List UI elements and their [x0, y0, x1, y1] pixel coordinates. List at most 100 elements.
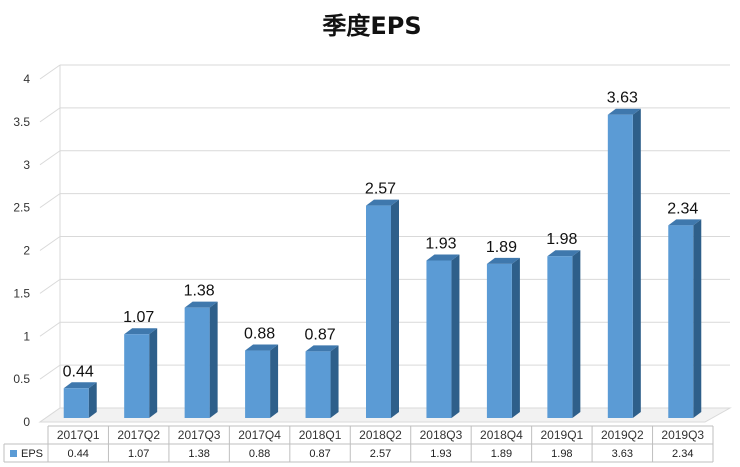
- bar: [366, 199, 399, 418]
- bar-top: [547, 250, 581, 257]
- data-label: 1.07: [123, 309, 154, 326]
- bar-side: [270, 344, 279, 418]
- gridline-left-1: [39, 364, 61, 380]
- data-labels: 0.44 1.07 1.38 0.88 0.87 2.57 1.93 1.89 1.98 3.63…: [63, 90, 699, 381]
- table-value: 1.93: [430, 448, 451, 460]
- bar-top: [305, 345, 339, 352]
- bar-side: [330, 345, 339, 418]
- bar: [668, 219, 702, 418]
- y-tick-label: 2.5: [13, 201, 30, 215]
- bar-front: [607, 114, 633, 418]
- y-tick-label: 3: [23, 158, 30, 172]
- data-label: 3.63: [607, 90, 638, 107]
- bar: [63, 382, 97, 418]
- x-tick-label: 2017Q4: [238, 428, 281, 442]
- y-tick-label: 3.5: [13, 115, 30, 129]
- bar-top: [124, 328, 158, 335]
- bar: [245, 344, 279, 418]
- bar-top: [366, 199, 399, 206]
- chart-title: 季度EPS: [322, 12, 421, 40]
- gridline-left-3: [39, 278, 61, 294]
- gridline-left-5: [39, 193, 61, 209]
- bar-front: [63, 388, 89, 418]
- x-tick-label: 2018Q2: [359, 428, 402, 442]
- gridline-left-4: [39, 236, 61, 251]
- data-table: 2017Q1 0.44 2017Q2 1.07 2017Q3 1.38 2017Q4 0.88…: [3, 425, 714, 463]
- y-tick-label: 4: [23, 72, 30, 86]
- x-tick-label: 2018Q1: [299, 428, 342, 442]
- y-tick-label: 0.5: [13, 372, 30, 386]
- bar-front: [184, 307, 210, 418]
- bar-side: [209, 301, 218, 418]
- bar-side: [511, 257, 520, 418]
- y-tick-label: 1.5: [13, 286, 30, 300]
- y-tick-label: 2: [23, 244, 30, 258]
- bar: [184, 301, 218, 418]
- bar-side: [391, 199, 399, 418]
- bar-side: [451, 254, 460, 418]
- table-value: 1.89: [491, 448, 512, 460]
- data-label: 2.34: [667, 200, 698, 217]
- data-label: 0.44: [63, 363, 94, 380]
- bar-front: [486, 263, 512, 418]
- bar-front: [547, 256, 573, 418]
- table-value: 0.88: [249, 448, 270, 460]
- bar: [547, 250, 581, 418]
- gridline-left-7: [39, 107, 61, 123]
- bar-top: [668, 219, 702, 226]
- bars: [63, 108, 702, 418]
- x-tick-label: 2018Q4: [480, 428, 523, 442]
- bar: [124, 328, 158, 418]
- x-tick-label: 2017Q2: [117, 428, 160, 442]
- bar-side: [149, 328, 158, 418]
- table-value: 1.38: [188, 448, 209, 460]
- table-value: 2.34: [672, 448, 693, 460]
- bar: [607, 108, 641, 418]
- bar-front: [305, 351, 331, 418]
- x-tick-label: 2019Q2: [601, 428, 644, 442]
- data-label: 0.88: [244, 326, 275, 343]
- table-value: 0.44: [68, 448, 89, 460]
- bar-side: [572, 250, 581, 418]
- gridline-left-8: [39, 64, 61, 80]
- data-label: 0.87: [304, 326, 335, 343]
- bar-top: [486, 257, 520, 264]
- table-value: 1.98: [551, 448, 572, 460]
- bar-side: [632, 108, 641, 418]
- bar: [426, 254, 460, 418]
- data-label: 1.89: [486, 239, 517, 256]
- bar-front: [124, 334, 150, 418]
- bar-front: [366, 205, 391, 418]
- legend-swatch: [10, 450, 17, 457]
- legend-series-name: EPS: [21, 448, 43, 460]
- y-tick-label: 0: [23, 415, 30, 429]
- bar-front: [668, 225, 694, 418]
- gridline-left-6: [39, 150, 61, 166]
- bar-front: [426, 260, 452, 418]
- x-tick-label: 2017Q1: [57, 428, 100, 442]
- x-tick-label: 2018Q3: [420, 428, 463, 442]
- bar-top: [426, 254, 460, 261]
- x-tick-label: 2019Q3: [661, 428, 704, 442]
- bar-side: [88, 382, 97, 418]
- data-label: 2.57: [365, 181, 396, 198]
- y-tick-label: 1: [23, 329, 30, 343]
- table-value: 3.63: [612, 448, 633, 460]
- bar-top: [63, 382, 97, 389]
- data-label: 1.98: [546, 231, 577, 248]
- bar-top: [245, 344, 279, 351]
- bar-top: [184, 301, 218, 308]
- x-tick-label: 2017Q3: [178, 428, 221, 442]
- x-tick-label: 2019Q1: [541, 428, 584, 442]
- gridline-left-2: [39, 321, 61, 337]
- bar: [486, 257, 520, 418]
- bar: [305, 345, 339, 418]
- bar-top: [607, 108, 641, 115]
- data-label: 1.93: [425, 236, 456, 253]
- table-value: 1.07: [128, 448, 149, 460]
- table-value: 0.87: [309, 448, 330, 460]
- bar-front: [245, 350, 271, 418]
- table-value: 2.57: [370, 448, 391, 460]
